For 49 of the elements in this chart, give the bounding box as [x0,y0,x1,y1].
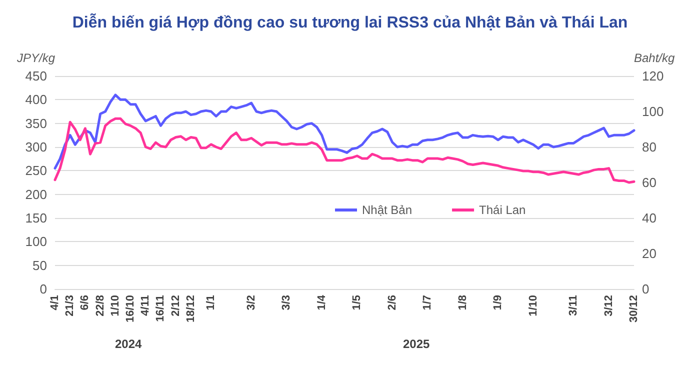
y-axis-title: JPY/kg [16,51,56,65]
x-tick-label: 2/6 [386,295,398,310]
x-tick-label: 22/8 [94,295,106,316]
y2-tick-label: 120 [642,68,664,84]
x-tick-label: 3/3 [280,295,293,310]
x-tick-label: 1/7 [422,295,434,310]
y-tick-label: 300 [25,140,47,154]
y2-tick-label: 80 [642,140,656,154]
legend-label: Nhật Bản [362,203,412,217]
x-tick-label: 1/8 [456,295,469,310]
x-tick-label: 16/10 [124,295,137,323]
y2-tick-label: 60 [642,175,656,190]
x-tick-label: 1/10 [109,295,122,316]
y-tick-label: 400 [25,92,47,108]
x-tick-label: 16/11 [154,295,167,322]
y-tick-label: 50 [32,258,47,273]
y-tick-label: 150 [25,210,47,226]
y-tick-label: 200 [25,186,47,202]
legend-label: Thái Lan [479,203,526,217]
x-tick-label: 6/6 [79,295,92,310]
x-tick-label: 4/11 [140,295,152,316]
text: 2025 [403,337,430,351]
line-series [54,117,636,184]
x-tick-label: 18/12 [184,295,197,323]
text: 2024 [115,337,142,351]
x-tick-label: 1/5 [351,295,364,310]
x-tick-label: 3/2 [245,295,258,310]
y2-tick-label: 0 [642,282,650,296]
x-tick-label: 1/10 [527,295,540,316]
y-tick-label: 0 [40,282,47,296]
x-tick-label: 21/3 [64,295,76,316]
x-tick-label: 3/12 [602,295,615,316]
y2-axis-title: Baht/kg [634,51,676,65]
y-tick-label: 450 [25,68,47,84]
x-tick-label: 1/1 [205,295,218,310]
y-tick-label: 350 [25,116,47,131]
y-tick-label: 250 [25,163,47,178]
y2-tick-label: 40 [642,210,656,226]
y-tick-label: 100 [25,234,47,250]
line-series [54,94,636,170]
x-tick-label: 1/4 [316,294,328,310]
x-tick-label: 2/12 [170,295,182,316]
x-tick-label: 30/12 [628,295,640,323]
x-tick-label: 1/9 [492,295,504,310]
x-tick-label: 3/11 [568,295,580,316]
x-tick-label: 4/1 [49,295,61,310]
y2-tick-label: 100 [642,104,664,119]
chart-title: Diễn biến giá Hợp đồng cao su tương lai RSS3 của Nhật Bản và Thái Lan [72,12,628,32]
y2-tick-label: 20 [642,246,656,261]
